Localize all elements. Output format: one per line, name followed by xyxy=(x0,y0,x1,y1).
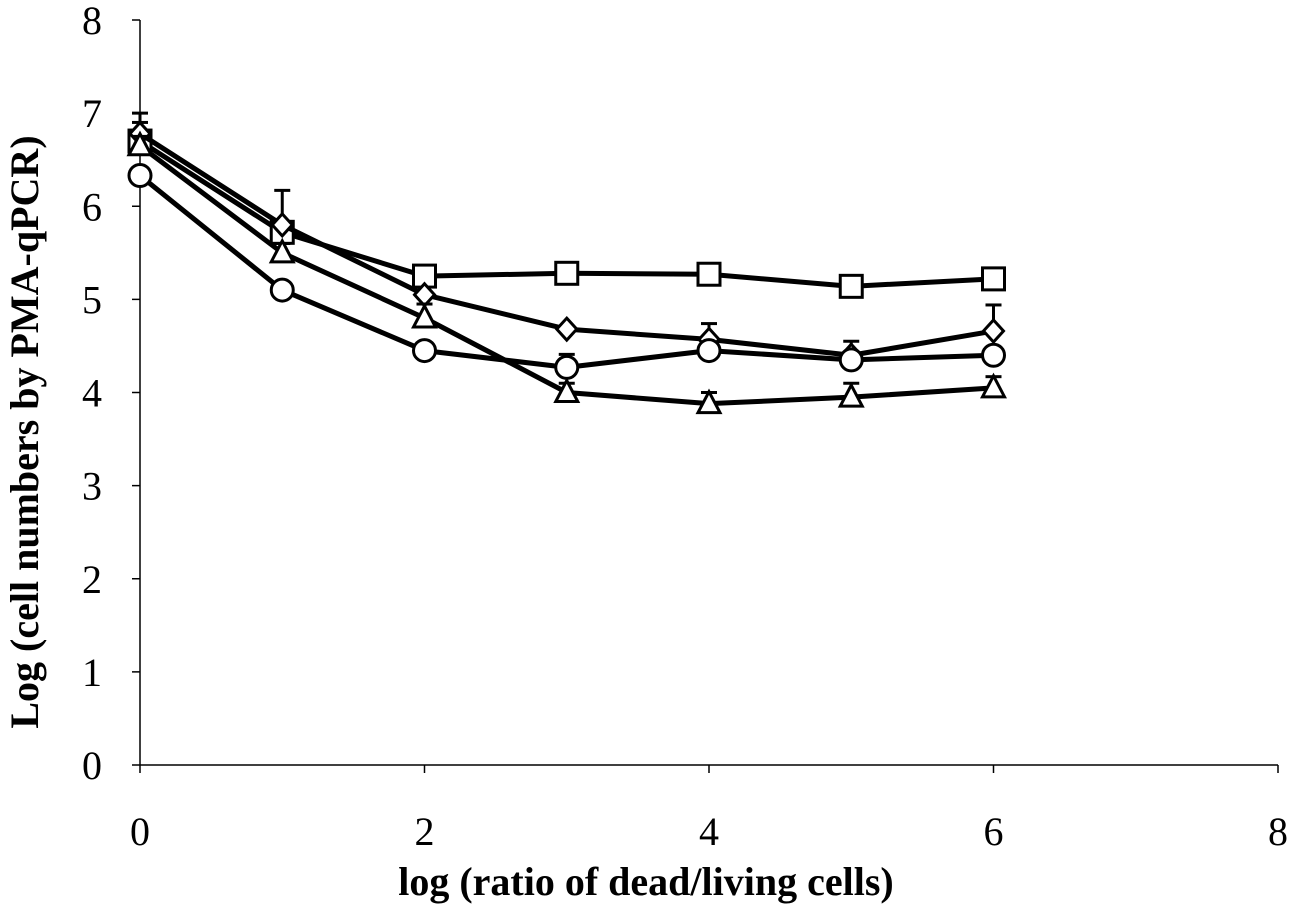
series-diamond xyxy=(127,120,1006,369)
triangle-marker xyxy=(553,377,581,403)
y-tick-label: 5 xyxy=(82,277,102,322)
square-marker xyxy=(981,266,1006,292)
y-tick-label: 4 xyxy=(82,371,102,416)
series-triangle xyxy=(126,130,1007,415)
y-axis-title: Log (cell numbers by PMA-qPCR) xyxy=(2,135,47,728)
square-marker xyxy=(838,273,864,299)
y-tick-label: 2 xyxy=(82,557,102,602)
circle-marker xyxy=(696,338,722,364)
x-tick-label: 8 xyxy=(1268,809,1288,854)
x-axis: 0 2 4 6 8 xyxy=(130,764,1288,854)
y-tick-label: 8 xyxy=(82,0,102,43)
series-layer xyxy=(126,111,1007,415)
diamond-marker xyxy=(554,315,579,343)
y-tick-label: 6 xyxy=(82,184,102,229)
y-tick-label: 1 xyxy=(82,650,102,695)
y-tick-label: 0 xyxy=(82,743,102,788)
x-tick-label: 4 xyxy=(699,809,719,854)
triangle-marker xyxy=(980,372,1007,399)
y-tick-label: 7 xyxy=(82,91,102,136)
x-axis-title: log (ratio of dead/living cells) xyxy=(398,859,894,904)
circle-marker xyxy=(838,347,864,373)
square-marker xyxy=(554,260,580,286)
y-axis: 0 1 2 3 4 5 6 7 8 xyxy=(82,0,141,788)
x-tick-label: 0 xyxy=(130,809,150,854)
x-tick-label: 6 xyxy=(984,809,1004,854)
triangle-marker xyxy=(411,302,438,329)
diamond-marker xyxy=(270,211,295,239)
circle-marker xyxy=(981,342,1006,368)
square-marker xyxy=(696,261,722,287)
x-tick-label: 2 xyxy=(415,809,435,854)
series-circle xyxy=(127,163,1006,380)
circle-marker xyxy=(412,338,437,364)
triangle-marker xyxy=(837,381,865,408)
circle-marker xyxy=(554,354,580,380)
triangle-marker xyxy=(126,130,154,157)
circle-marker xyxy=(127,163,153,189)
circle-marker xyxy=(269,277,295,303)
y-tick-label: 3 xyxy=(82,464,102,509)
diamond-marker xyxy=(981,317,1006,345)
triangle-marker xyxy=(268,237,296,264)
triangle-marker xyxy=(695,388,723,415)
